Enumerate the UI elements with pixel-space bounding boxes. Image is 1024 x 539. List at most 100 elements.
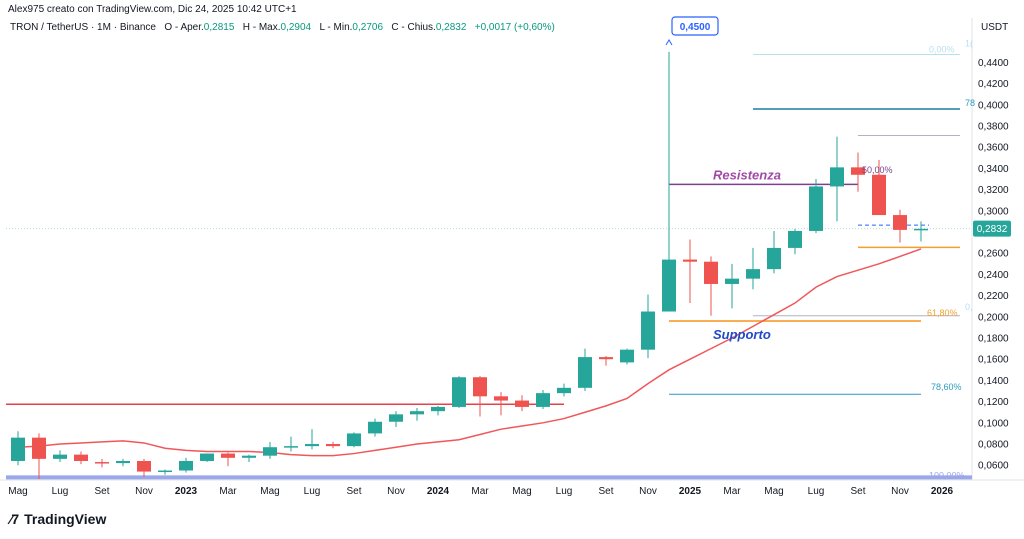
y-tick-label: 0,1400 (978, 376, 1009, 387)
x-tick-label: Mar (471, 486, 489, 497)
candle-body (53, 454, 67, 459)
x-tick-label: Lug (52, 486, 69, 497)
y-tick-label: 0,1200 (978, 397, 1009, 408)
peak-label-box (671, 16, 719, 36)
y-tick-label: 0,1800 (978, 334, 1009, 345)
y-tick-label: 0,3800 (978, 122, 1009, 133)
candle-body (431, 406, 445, 412)
candle-body (704, 261, 718, 284)
candle-body (620, 349, 634, 363)
current-price-tag (973, 220, 1011, 237)
candle-body (788, 230, 802, 248)
moving-average-line (17, 248, 922, 457)
x-tick-label: Nov (387, 486, 405, 497)
fib-0-label: 0,00% (929, 44, 955, 54)
x-tick-label: 2026 (931, 486, 954, 497)
peak-label: 0,4500 (680, 22, 711, 33)
y-tick-label: 0,3000 (978, 206, 1009, 217)
close-label: C - Chius. (391, 22, 436, 33)
current-price-label: 0,2832 (977, 224, 1008, 235)
y-tick-label: 0,2200 (978, 291, 1009, 302)
candle-body (725, 278, 739, 284)
x-tick-label: Mag (8, 486, 27, 497)
open-value: 0,2815 (203, 22, 235, 33)
fib-1-label: 1( (965, 38, 973, 48)
candle-body (200, 453, 214, 461)
chart-creator-text: Alex975 creato con TradingView.com, Dic … (8, 4, 297, 15)
candle-body (557, 387, 571, 394)
time-axis: Mag Lug Set Nov 2023 Mar Mag Lug Set Nov 2024 Mar Ma… (8, 486, 953, 497)
x-tick-label: Nov (639, 486, 657, 497)
y-tick-label: 0,2000 (978, 312, 1009, 323)
candle-body (641, 311, 655, 350)
candle-body (494, 396, 508, 401)
x-tick-label: Mag (260, 486, 279, 497)
candle-body (242, 455, 256, 458)
symbol-pair[interactable]: TRON / TetherUS · 1M · Binance (10, 22, 156, 33)
price-axis: 0,4400 0,4200 0,4000 0,3800 0,3600 0,3400 0,32… (978, 58, 1009, 472)
x-tick-label: Nov (891, 486, 909, 497)
candle-body (851, 167, 865, 175)
fib-618-label: 61,80% (927, 308, 958, 318)
candle-body (137, 460, 151, 472)
y-tick-label: 0,1000 (978, 418, 1009, 429)
change-value: +0,0017 (+0,60%) (474, 22, 555, 33)
x-tick-label: Mar (723, 486, 741, 497)
x-tick-label: Lug (808, 486, 825, 497)
y-tick-label: 0,3200 (978, 185, 1009, 196)
y-tick-label: 0,3400 (978, 164, 1009, 175)
candle-body (872, 174, 886, 216)
candle-body (683, 259, 697, 262)
candle-body (32, 437, 46, 459)
x-tick-label: Nov (135, 486, 153, 497)
x-tick-label: Set (850, 486, 865, 497)
candle-body (515, 400, 529, 407)
x-tick-label: Mag (764, 486, 783, 497)
peak-arrow-icon (665, 39, 673, 46)
candle-body (326, 444, 340, 447)
resistance-label: Resistenza (713, 167, 781, 182)
high-value: 0,2904 (280, 22, 312, 33)
candle-body (263, 447, 277, 456)
candle-body (284, 446, 298, 448)
candle-body (536, 393, 550, 407)
x-tick-label: Mag (512, 486, 531, 497)
candle-body (914, 228, 928, 231)
candle-body (368, 421, 382, 434)
moving-average (17, 248, 922, 457)
candle-body (893, 215, 907, 230)
y-tick-label: 0,2400 (978, 270, 1009, 281)
x-tick-label: Mar (219, 486, 237, 497)
support-label: Supporto (713, 327, 771, 342)
candle-body (95, 462, 109, 464)
symbol-info-bar: TRON / TetherUS · 1M · Binance O - Aper.… (10, 22, 555, 33)
y-tick-label: 0,4400 (978, 58, 1009, 69)
candle-body (305, 444, 319, 447)
currency-label[interactable]: USDT (981, 22, 1009, 33)
annotations: 0,4500 Resistenza Supporto 78,60% 61,80% 50,0… (665, 16, 1011, 480)
candle-body (473, 377, 487, 397)
x-tick-label: 2023 (175, 486, 198, 497)
open-label: O - Aper. (164, 22, 204, 33)
tradingview-logo[interactable]: ⁄7 TradingView (10, 511, 106, 527)
candle-body (221, 453, 235, 458)
candle-body (599, 357, 613, 360)
candle-body (347, 433, 361, 447)
candle-body (74, 454, 88, 461)
candle-body (410, 411, 424, 415)
low-label: L - Min. (319, 22, 353, 33)
candle-body (746, 269, 760, 279)
candle-body (830, 167, 844, 187)
candle-body (179, 460, 193, 471)
y-tick-label: 0,4200 (978, 79, 1009, 90)
annotation-levels (6, 51, 972, 480)
fib-786-label: 78,60% (931, 382, 962, 392)
x-tick-label: Set (598, 486, 613, 497)
y-tick-label: 0,0800 (978, 440, 1009, 451)
candle-body (767, 247, 781, 270)
candle-body (116, 460, 130, 464)
y-tick-label: 0,0600 (978, 461, 1009, 472)
fib-78-label: 78 (965, 98, 975, 108)
tradingview-logo-text: TradingView (24, 511, 107, 527)
